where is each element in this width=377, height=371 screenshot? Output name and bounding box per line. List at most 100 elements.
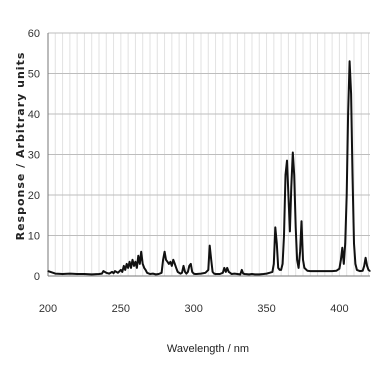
data-point (121, 271, 123, 273)
data-point (222, 272, 224, 274)
data-point (62, 273, 64, 275)
data-point (302, 259, 304, 261)
data-point (271, 271, 273, 273)
data-point (204, 272, 206, 274)
data-point (289, 230, 291, 232)
data-point (287, 194, 289, 196)
data-point (180, 273, 182, 275)
data-point (299, 251, 301, 253)
data-point (290, 186, 292, 188)
x-tick-label: 250 (112, 303, 130, 315)
data-point (282, 263, 284, 265)
data-point (124, 269, 126, 271)
data-point (101, 273, 103, 275)
data-point (210, 259, 212, 261)
data-point (83, 273, 85, 275)
data-point (268, 272, 271, 274)
y-tick-label: 20 (28, 190, 40, 202)
x-tick-label: 400 (330, 303, 348, 315)
data-point (273, 263, 275, 265)
data-point (293, 174, 295, 176)
data-point (367, 269, 370, 271)
data-point (130, 267, 132, 269)
data-point (363, 265, 365, 267)
data-point (133, 265, 135, 267)
data-point (341, 247, 343, 249)
data-point (155, 273, 157, 275)
data-point (335, 270, 338, 272)
grid-layer (47, 32, 370, 277)
data-point (338, 268, 340, 270)
data-point (248, 273, 250, 275)
data-point (300, 220, 303, 222)
data-point (152, 273, 154, 275)
data-point (365, 257, 367, 259)
data-point (145, 269, 147, 271)
data-point (316, 270, 319, 272)
data-point (277, 267, 279, 269)
data-point (91, 273, 93, 275)
data-point (233, 273, 236, 275)
data-point (114, 270, 116, 272)
data-point (284, 174, 287, 176)
data-point (98, 273, 100, 275)
data-point (108, 273, 110, 275)
data-point (356, 269, 358, 271)
data-point (127, 267, 129, 269)
data-point (349, 60, 351, 62)
data-point (194, 273, 196, 275)
data-point (223, 267, 225, 269)
data-point (350, 93, 352, 95)
data-point (169, 261, 171, 263)
data-point (276, 243, 278, 245)
data-point (134, 261, 136, 263)
data-point (244, 273, 246, 275)
data-point (241, 269, 243, 271)
data-point (165, 259, 167, 261)
data-point (168, 263, 170, 265)
data-point (274, 226, 276, 228)
data-point (146, 272, 148, 274)
data-point (283, 234, 285, 237)
data-point (161, 272, 163, 274)
data-point (188, 265, 190, 267)
data-point (331, 270, 333, 272)
data-point (105, 272, 107, 274)
data-point (120, 269, 122, 271)
data-point (353, 243, 355, 245)
data-point (340, 259, 342, 261)
data-point (117, 272, 119, 274)
data-point (229, 272, 231, 274)
data-point (164, 251, 166, 253)
data-point (207, 269, 209, 271)
data-point (177, 271, 179, 273)
data-point (102, 270, 104, 272)
data-point (54, 273, 56, 275)
data-point (131, 259, 134, 261)
data-point (174, 263, 176, 265)
data-point (178, 272, 180, 274)
data-point (306, 270, 308, 272)
data-point (175, 267, 177, 269)
y-tick-label: 30 (28, 150, 40, 162)
data-point (231, 273, 233, 275)
data-point (351, 174, 354, 176)
data-point (295, 226, 297, 228)
data-point (354, 263, 356, 265)
data-point (191, 271, 193, 273)
y-tick-label: 10 (28, 231, 40, 243)
data-point (162, 259, 164, 261)
data-point (303, 267, 305, 269)
data-point (280, 269, 282, 271)
data-point (111, 271, 113, 273)
data-point (47, 270, 49, 272)
data-point (324, 270, 326, 272)
data-point (292, 151, 294, 154)
data-layer (47, 60, 371, 276)
data-point (309, 270, 311, 272)
data-point (185, 273, 187, 275)
data-point (242, 273, 244, 275)
data-point (200, 273, 202, 275)
